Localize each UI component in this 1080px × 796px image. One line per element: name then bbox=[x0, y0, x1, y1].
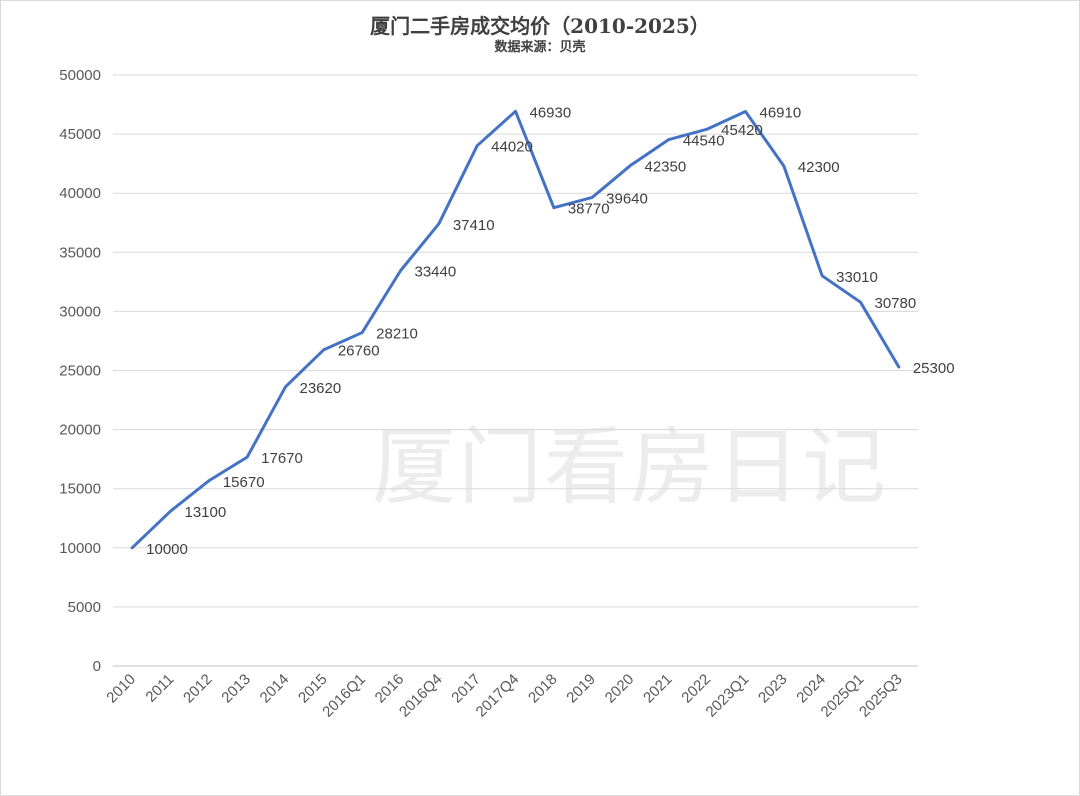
y-tick-label: 30000 bbox=[59, 303, 101, 320]
data-label: 42300 bbox=[798, 159, 840, 176]
data-label: 44020 bbox=[491, 139, 533, 156]
x-tick-label: 2017Q4 bbox=[473, 671, 523, 721]
data-label: 45420 bbox=[721, 122, 763, 139]
series-line-group bbox=[130, 109, 901, 550]
chart-subtitle: 数据来源：贝壳 bbox=[494, 40, 586, 55]
y-tick-label: 35000 bbox=[59, 244, 101, 261]
watermark: 厦门看房日记 bbox=[372, 418, 889, 516]
x-tick-label: 2010 bbox=[103, 671, 139, 707]
gridlines bbox=[113, 74, 918, 667]
data-label: 17670 bbox=[261, 450, 303, 467]
y-tick-label: 50000 bbox=[59, 67, 101, 84]
x-tick-label: 2023 bbox=[755, 671, 791, 707]
y-tick-label: 25000 bbox=[59, 363, 101, 380]
data-label: 28210 bbox=[376, 326, 418, 343]
data-label: 46910 bbox=[760, 105, 802, 122]
x-tick-label: 2016Q4 bbox=[396, 671, 446, 721]
y-axis: 0 5000 10000 15000 20000 25000 30000 35000 40000… bbox=[59, 67, 101, 675]
data-label: 46930 bbox=[530, 104, 572, 121]
data-label: 15670 bbox=[223, 474, 265, 491]
x-tick-label: 2025Q3 bbox=[856, 671, 906, 721]
x-tick-label: 2021 bbox=[640, 671, 676, 707]
data-label: 25300 bbox=[913, 360, 955, 377]
data-label: 23620 bbox=[300, 380, 342, 397]
y-tick-label: 0 bbox=[93, 658, 101, 675]
data-label: 42350 bbox=[645, 158, 687, 175]
data-label: 10000 bbox=[146, 541, 188, 558]
x-tick-label: 2023Q1 bbox=[703, 671, 753, 721]
data-label: 38770 bbox=[568, 201, 610, 218]
x-tick-label: 2013 bbox=[218, 671, 254, 707]
x-tick-label: 2011 bbox=[142, 671, 177, 706]
data-label: 13100 bbox=[185, 504, 227, 521]
y-tick-label: 40000 bbox=[59, 185, 101, 202]
data-label: 44540 bbox=[683, 133, 725, 150]
x-tick-label: 2016Q1 bbox=[319, 671, 369, 721]
x-tick-label: 2020 bbox=[602, 671, 638, 707]
data-label: 37410 bbox=[453, 217, 495, 234]
data-label: 26760 bbox=[338, 343, 380, 360]
y-tick-label: 10000 bbox=[59, 540, 101, 557]
x-tick-label: 2012 bbox=[180, 671, 216, 707]
x-tick-label: 2019 bbox=[563, 671, 599, 707]
data-label: 33010 bbox=[836, 269, 878, 286]
y-tick-label: 15000 bbox=[59, 481, 101, 498]
x-tick-label: 2018 bbox=[525, 671, 561, 707]
x-tick-label: 2014 bbox=[257, 671, 293, 707]
y-tick-label: 45000 bbox=[59, 126, 101, 143]
data-label: 30780 bbox=[875, 295, 917, 312]
series-line bbox=[130, 109, 901, 550]
chart-title: 厦门二手房成交均价（2010-2025） bbox=[370, 14, 710, 38]
data-label: 39640 bbox=[606, 190, 648, 207]
y-tick-label: 20000 bbox=[59, 422, 101, 439]
data-label: 33440 bbox=[415, 264, 457, 281]
y-tick-label: 5000 bbox=[68, 599, 101, 616]
